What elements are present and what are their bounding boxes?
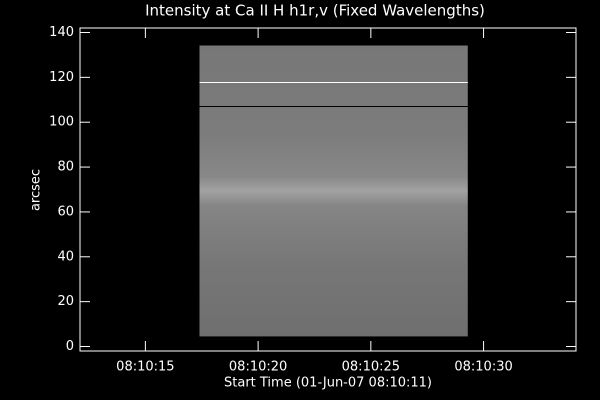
y-tick-label: 80	[57, 160, 74, 175]
y-tick-label: 60	[57, 204, 74, 219]
x-axis-label: Start Time (01-Jun-07 08:10:11)	[224, 376, 432, 391]
x-tick-label: 08:10:30	[454, 360, 512, 375]
y-tick-label: 0	[66, 339, 74, 354]
chart-title: Intensity at Ca II H h1r,v (Fixed Wavele…	[145, 2, 485, 20]
plot-area	[199, 45, 468, 337]
image	[199, 45, 468, 337]
x-tick-label: 08:10:15	[116, 360, 174, 375]
y-tick-label: 100	[49, 115, 74, 130]
plot-frame	[79, 27, 577, 352]
y-tick-label: 20	[57, 294, 74, 309]
y-tick-label: 40	[57, 249, 74, 264]
y-tick-label: 140	[49, 25, 74, 40]
y-tick-label: 120	[49, 70, 74, 85]
x-tick-label: 08:10:20	[229, 360, 287, 375]
x-tick-label: 08:10:25	[342, 360, 400, 375]
y-axis-label: arcsec	[29, 169, 44, 211]
